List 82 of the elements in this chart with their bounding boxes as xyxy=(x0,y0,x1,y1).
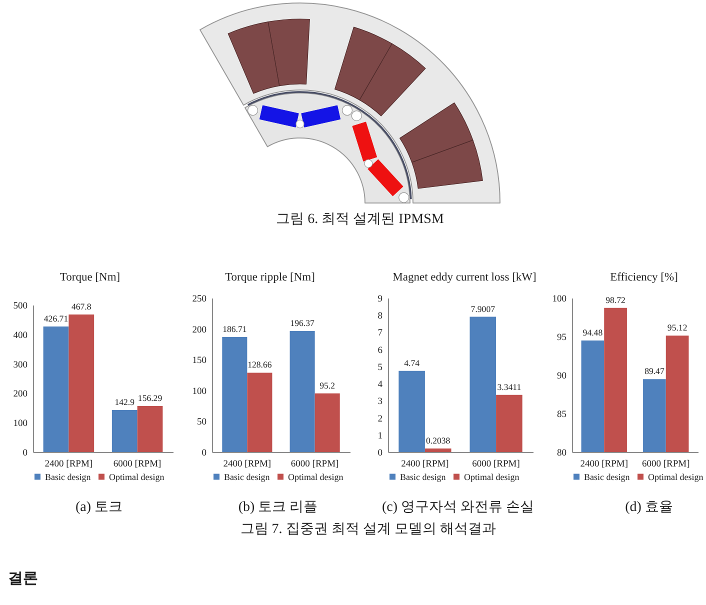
data-label: 156.29 xyxy=(138,393,163,404)
legend-label: Basic design xyxy=(224,472,270,482)
y-tick-label: 200 xyxy=(13,390,28,400)
bar xyxy=(496,394,522,452)
data-label: 94.48 xyxy=(582,328,604,338)
y-tick-label: 95 xyxy=(557,333,567,343)
caption: 그림 6. 최적 설계된 IPMSM xyxy=(276,211,444,229)
legend-label: Optimal design xyxy=(288,472,344,482)
caption: 그림 7. 집중권 최적 설계 모델의 해석결과 xyxy=(240,521,496,539)
y-tick-label: 9 xyxy=(378,294,383,304)
y-tick-label: 0 xyxy=(22,448,28,458)
data-label: 128.66 xyxy=(248,360,272,370)
y-tick-label: 7 xyxy=(378,328,383,339)
y-tick-label: 150 xyxy=(192,356,207,366)
bar xyxy=(314,393,340,452)
text: (d) 효율 xyxy=(625,499,673,517)
y-tick-label: 100 xyxy=(552,294,567,304)
legend-label: Basic design xyxy=(584,472,630,482)
bar xyxy=(424,448,452,452)
y-tick-label: 80 xyxy=(557,448,567,458)
y-tick-label: 5 xyxy=(378,362,383,373)
y-tick-label: 85 xyxy=(557,410,567,420)
bar xyxy=(43,326,69,452)
y-tick-label: 500 xyxy=(13,302,28,312)
y-tick-label: 2 xyxy=(378,414,383,424)
y-tick-label: 6 xyxy=(378,346,383,356)
legend-label: Basic design xyxy=(45,472,92,482)
y-tick-label: 100 xyxy=(13,419,28,430)
legend-label: Basic design xyxy=(400,472,446,482)
data-label: 3.3411 xyxy=(497,382,522,392)
data-label: 7.9007 xyxy=(470,304,496,314)
x-tick-label: 6000 [RPM] xyxy=(113,460,162,470)
text: (c) 영구자석 와전류 손실 xyxy=(382,499,534,517)
data-label: 89.47 xyxy=(644,366,665,376)
y-tick-label: 3 xyxy=(378,397,383,408)
x-tick-label: 2400 [RPM] xyxy=(223,460,272,470)
chart-title: Torque [Nm] xyxy=(60,272,120,284)
data-label: 196.37 xyxy=(290,318,315,328)
x-tick-label: 6000 [RPM] xyxy=(642,460,690,470)
y-tick-label: 90 xyxy=(557,372,567,382)
bar xyxy=(112,410,138,452)
text: 결론 xyxy=(8,570,38,588)
legend-label: Optimal design xyxy=(648,472,704,482)
y-tick-label: 50 xyxy=(197,418,207,428)
x-tick-label: 6000 [RPM] xyxy=(290,460,339,470)
text: (b) 토크 리플 xyxy=(238,499,318,517)
x-tick-label: 2400 [RPM] xyxy=(580,460,628,470)
text: (a) 토크 xyxy=(75,499,123,517)
x-tick-label: 6000 [RPM] xyxy=(472,460,520,470)
chart-title: Torque ripple [Nm] xyxy=(225,272,315,284)
chart-title: Efficiency [%] xyxy=(610,272,678,284)
y-tick-label: 400 xyxy=(13,330,28,341)
y-tick-label: 200 xyxy=(192,325,207,336)
data-label: 95.12 xyxy=(667,322,688,333)
data-label: 142.9 xyxy=(114,396,136,407)
data-label: 0.2038 xyxy=(426,436,451,446)
y-tick-label: 250 xyxy=(192,294,207,304)
y-tick-label: 1 xyxy=(378,431,383,442)
legend-label: Optimal design xyxy=(109,472,165,482)
chart-title: Magnet eddy current loss [kW] xyxy=(392,272,536,284)
y-tick-label: 0 xyxy=(378,448,383,458)
legend-label: Optimal design xyxy=(464,472,520,482)
data-label: 186.71 xyxy=(222,324,247,334)
y-tick-label: 4 xyxy=(378,380,383,390)
y-tick-label: 100 xyxy=(192,386,207,397)
data-label: 98.72 xyxy=(606,294,626,305)
bar xyxy=(222,336,248,452)
bar xyxy=(398,370,425,452)
data-label: 95.2 xyxy=(320,380,336,390)
data-label: 4.74 xyxy=(404,358,420,368)
y-tick-label: 8 xyxy=(378,312,383,322)
x-tick-label: 2400 [RPM] xyxy=(401,460,449,470)
bar xyxy=(247,372,272,452)
bar xyxy=(68,314,94,452)
x-tick-label: 2400 [RPM] xyxy=(44,460,93,470)
bar xyxy=(137,406,163,452)
y-tick-label: 300 xyxy=(13,360,28,370)
y-tick-label: 0 xyxy=(202,448,207,458)
bar xyxy=(290,331,315,452)
bar xyxy=(470,316,496,452)
data-label: 467.8 xyxy=(71,301,92,312)
data-label: 426.71 xyxy=(44,314,68,324)
